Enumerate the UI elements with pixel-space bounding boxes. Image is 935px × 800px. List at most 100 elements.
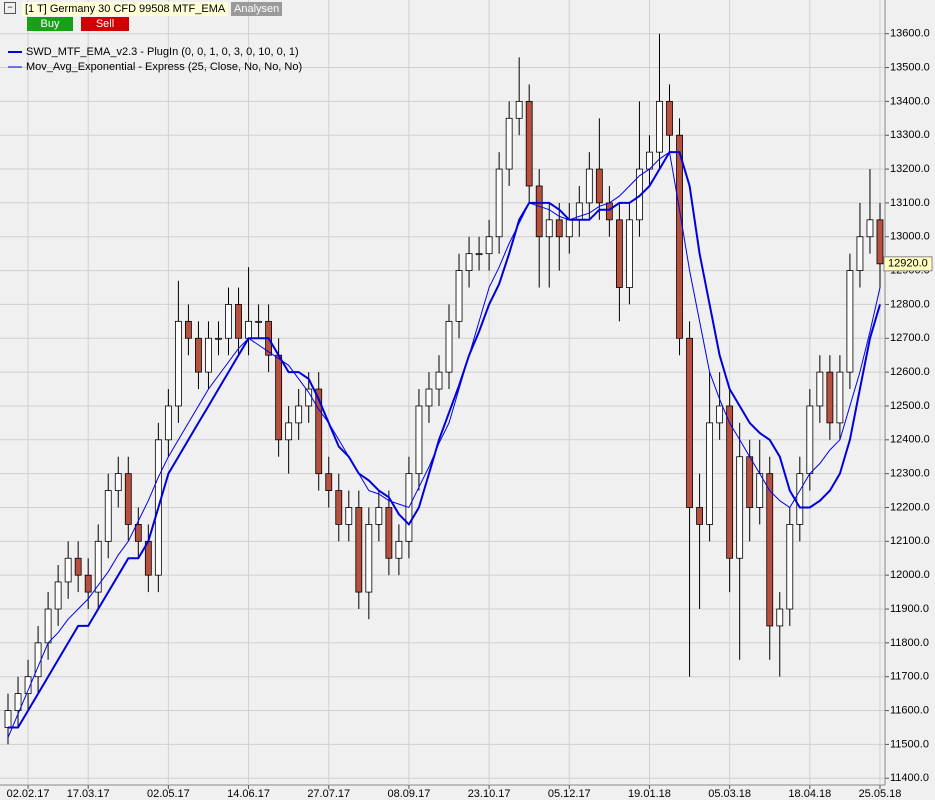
candle-body (746, 456, 754, 508)
candle-body (555, 219, 563, 238)
instrument[interactable]: [1 T] Germany 30 CFD (22, 2, 140, 16)
candle-body (766, 473, 774, 627)
candle-body (395, 540, 403, 559)
candle-body (626, 219, 633, 288)
candle-body (335, 490, 343, 525)
candle-body (205, 337, 212, 373)
candle-body (134, 524, 142, 542)
x-tick-label: 19.01.18 (628, 788, 671, 800)
y-tick-label: 12400.0 (890, 434, 930, 446)
candle-body (545, 219, 553, 238)
candle-body (365, 524, 373, 593)
y-tick-label: 11700.0 (890, 671, 929, 683)
candle-body (826, 371, 834, 424)
candle-body (435, 371, 443, 390)
y-tick-label: 13300.0 (890, 129, 930, 141)
legend-label: Mov_Avg_Exponential - Express (25, Close… (26, 61, 302, 73)
candle-body (345, 507, 353, 525)
candle-body (195, 337, 202, 373)
candle-body (656, 100, 663, 153)
last-price-box (883, 256, 933, 272)
x-tick-label: 18.04.18 (788, 788, 831, 800)
candle-body (696, 507, 703, 525)
candle-body (465, 253, 473, 271)
ema-line (7, 151, 881, 738)
candle-body (174, 320, 182, 407)
candle-body (445, 320, 453, 373)
candle-body (776, 608, 784, 627)
y-tick-label: 12100.0 (890, 535, 930, 547)
candle-body (415, 405, 423, 475)
x-tick-label: 05.12.17 (548, 788, 591, 800)
candle-body (736, 456, 744, 559)
plot-area (0, 0, 885, 785)
candle-body (585, 168, 593, 204)
candle-body (726, 405, 734, 559)
y-tick-label: 12800.0 (890, 298, 930, 310)
candle-body (836, 371, 844, 424)
ema-line (8, 151, 881, 729)
candle-body (225, 304, 232, 339)
candle-body (505, 117, 513, 170)
y-tick-label: 11900.0 (890, 603, 929, 615)
candle-body (94, 540, 102, 593)
candle-body (4, 710, 12, 728)
y-tick-label: 12500.0 (890, 400, 930, 412)
x-tick-label: 02.05.17 (147, 788, 190, 800)
x-tick-label: 27.07.17 (307, 788, 350, 800)
y-tick-label: 12700.0 (890, 332, 930, 344)
y-tick-label: 13500.0 (890, 61, 930, 73)
candle-body (796, 473, 804, 525)
candle-body (786, 524, 794, 610)
candle-body (185, 320, 192, 339)
y-tick-label: 12200.0 (890, 501, 930, 513)
candle-body (495, 168, 503, 238)
last-price-label: 12920.0 (888, 258, 928, 270)
x-tick-label: 14.06.17 (227, 788, 270, 800)
candle-body (676, 134, 683, 339)
candle-body (295, 405, 303, 424)
candle-body (285, 422, 293, 441)
y-tick-label: 11400.0 (890, 772, 929, 784)
candle-body (315, 388, 323, 475)
candle-body (525, 100, 533, 187)
candle-body (666, 100, 673, 136)
x-tick-label: 05.03.18 (708, 788, 751, 800)
x-tick-label: 02.02.17 (7, 788, 50, 800)
candle-body (275, 354, 283, 441)
candle-body (816, 371, 824, 407)
candle-body (595, 168, 603, 204)
y-tick-label: 13400.0 (890, 95, 930, 107)
candle-body (255, 320, 262, 323)
sell-button[interactable]: Sell (81, 17, 129, 31)
analysis-tab[interactable]: Analysen (231, 2, 283, 16)
y-tick-label: 11800.0 (890, 637, 929, 649)
buy-button[interactable]: Buy (27, 17, 73, 31)
candle-body (325, 473, 333, 491)
y-tick-label: 13100.0 (890, 197, 930, 209)
candle-body (215, 337, 222, 340)
collapse-icon[interactable]: − (4, 2, 16, 14)
candle-body (846, 270, 854, 373)
candle-body (114, 473, 122, 491)
candle-body (615, 219, 623, 288)
x-tick-label: 17.03.17 (67, 788, 110, 800)
candle-body (104, 490, 112, 542)
x-tick-label: 08.09.17 (388, 788, 431, 800)
candle-body (24, 676, 32, 695)
candle-body (686, 337, 693, 508)
candle-body (84, 574, 92, 593)
x-tick-label: 23.10.17 (468, 788, 511, 800)
candle-body (375, 507, 383, 525)
candle-body (235, 304, 242, 339)
template[interactable]: 99508 MTF_EMA (136, 2, 229, 16)
candle-body (14, 693, 22, 711)
y-tick-label: 12600.0 (890, 366, 930, 378)
candle-body (565, 219, 573, 238)
candle-body (876, 219, 884, 265)
y-tick-label: 13000.0 (890, 231, 930, 243)
candle-body (44, 608, 52, 644)
y-tick-label: 12000.0 (890, 569, 930, 581)
y-tick-label: 13200.0 (890, 163, 930, 175)
